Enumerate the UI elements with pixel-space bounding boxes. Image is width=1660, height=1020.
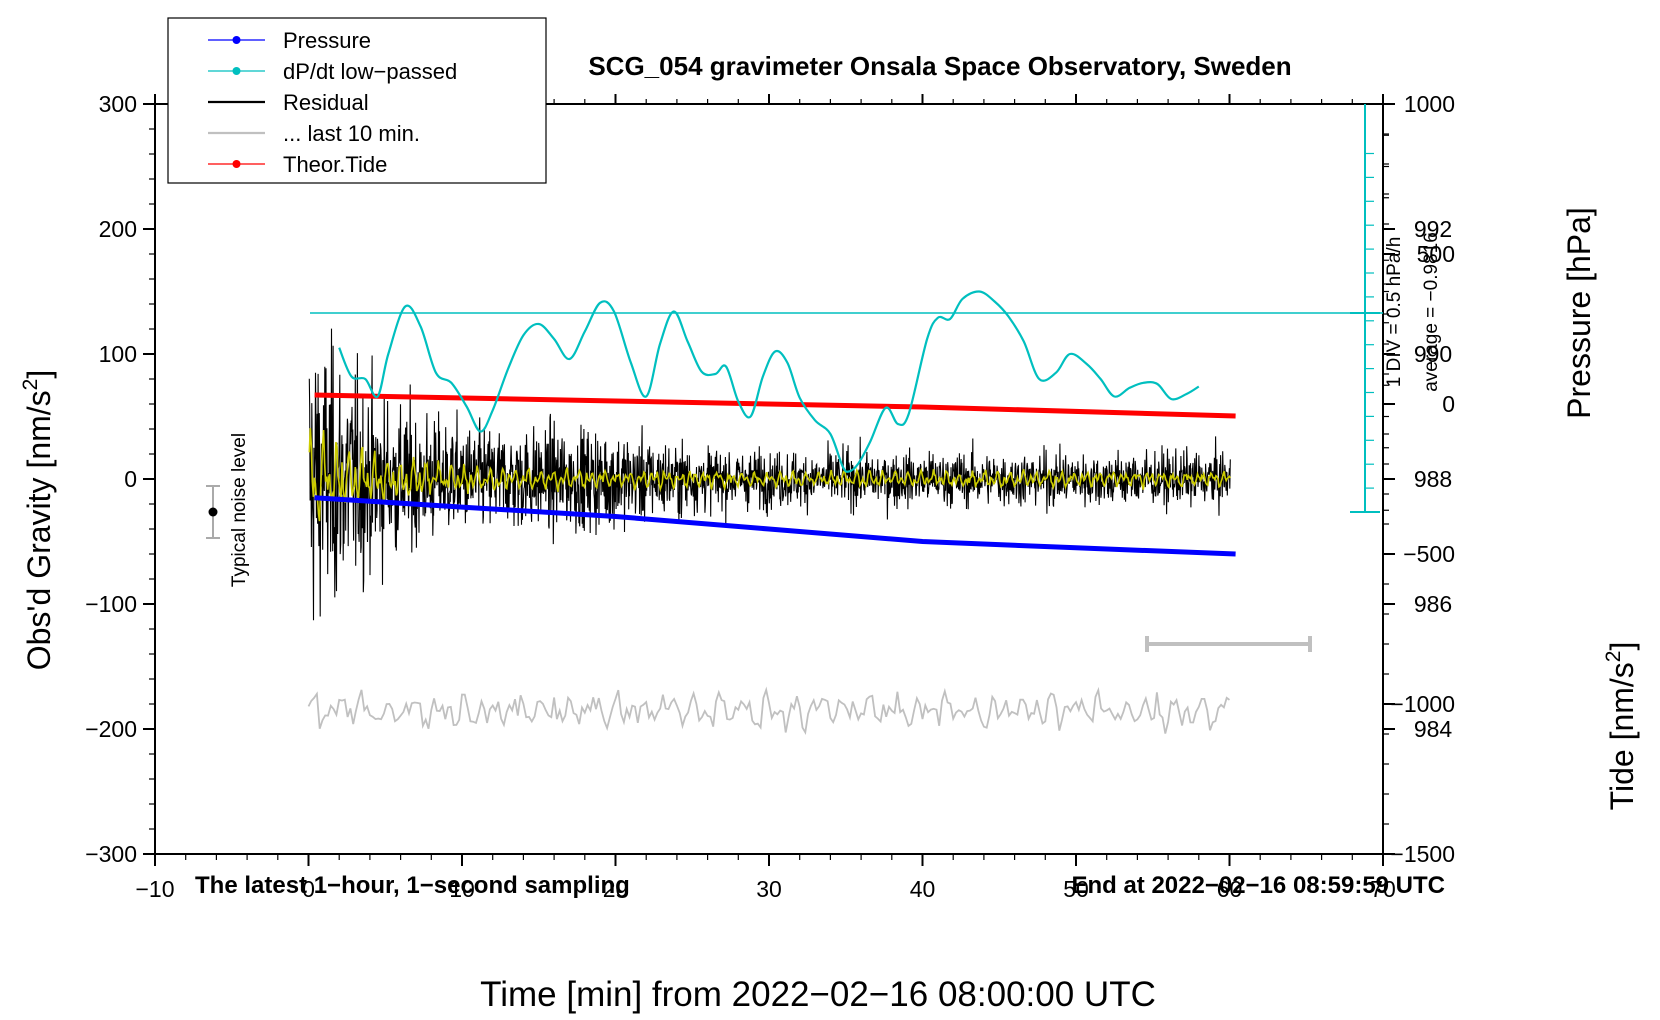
- legend-item: Pressure: [208, 28, 371, 53]
- annotation-latest-hour: The latest 1−hour, 1−second sampling: [195, 872, 630, 899]
- y-axis-label-pressure: Pressure [hPa]: [1561, 207, 1597, 419]
- y-tick-label: 0: [124, 466, 137, 492]
- noise-level-label: Typical noise level: [229, 433, 250, 587]
- x-tick-label: −10: [135, 876, 174, 902]
- legend-item: ... last 10 min.: [208, 121, 420, 146]
- average-label: average = −0.9816: [1421, 232, 1442, 392]
- y-axis-pressure: 984 986 988 990 992: [1383, 103, 1453, 742]
- tide-tick-label: −1500: [1390, 841, 1455, 867]
- y-tick-label: −200: [85, 716, 137, 742]
- x-tick-label: 40: [910, 876, 936, 902]
- pressure-tick-label: 990: [1414, 341, 1452, 367]
- legend-marker-swatch: [232, 67, 241, 75]
- legend-label: Residual: [283, 90, 369, 115]
- data-layer: [307, 290, 1236, 736]
- legend-marker-swatch: [232, 160, 241, 168]
- x-tick-label: 70: [1370, 876, 1396, 902]
- residual-filtered-series: [308, 428, 1231, 522]
- residual-series: [308, 328, 1231, 621]
- pressure-series: [314, 495, 1236, 557]
- pressure-tick-label: 988: [1414, 466, 1452, 492]
- y-tick-label: 300: [99, 91, 137, 117]
- legend-label: Pressure: [283, 28, 371, 53]
- tide-tick-label: 0: [1442, 391, 1455, 417]
- legend-label: Theor.Tide: [283, 152, 387, 177]
- y-axis-tide: −1500 −1000 −500 0 500 1000: [1383, 91, 1455, 867]
- legend-item: Residual: [208, 90, 369, 115]
- noise-level-marker: [206, 485, 220, 539]
- x-tick-label: 10: [449, 876, 475, 902]
- div-scale: [1350, 104, 1380, 513]
- y-axis-gravity: −300 −200 −100 0 100 200 300: [85, 91, 155, 867]
- div-label: 1 DIV = 0.5 hPa/h: [1384, 237, 1405, 388]
- legend-marker-swatch: [232, 36, 241, 44]
- pressure-tick-label: 984: [1414, 716, 1453, 742]
- y-tick-label: 100: [99, 341, 137, 367]
- tide-series: [314, 392, 1236, 419]
- dpdt-series: [338, 290, 1200, 473]
- x-tick-label: 50: [1063, 876, 1089, 902]
- x-tick-label: 30: [756, 876, 782, 902]
- x-tick-label: 60: [1217, 876, 1243, 902]
- y-axis-label-gravity: Obs'd Gravity [nm/s2]: [19, 370, 57, 671]
- pressure-tick-label: 986: [1414, 591, 1452, 617]
- y-tick-label: −300: [85, 841, 137, 867]
- x-tick-label: 20: [603, 876, 629, 902]
- tide-tick-label: −1000: [1390, 691, 1455, 717]
- x-axis-label: Time [min] from 2022−02−16 08:00:00 UTC: [480, 975, 1156, 1014]
- legend-item: dP/dt low−passed: [208, 59, 457, 84]
- y-tick-label: 200: [99, 216, 137, 242]
- legend-item: Theor.Tide: [208, 152, 387, 177]
- x-axis: −10 0 10 20 30 40 50 60 70: [135, 94, 1396, 902]
- tide-tick-label: −500: [1403, 541, 1455, 567]
- pressure-tick-label: 992: [1414, 216, 1452, 242]
- y-tick-label: −100: [85, 591, 137, 617]
- annotation-end-time: End at 2022−02−16 08:59:59 UTC: [1071, 872, 1445, 899]
- chart-title: SCG_054 gravimeter Onsala Space Observat…: [588, 51, 1291, 81]
- x-tick-label: 0: [302, 876, 315, 902]
- tide-tick-label: 500: [1417, 241, 1455, 267]
- tide-tick-label: 1000: [1404, 91, 1455, 117]
- y-axis-label-tide: Tide [nm/s2]: [1602, 642, 1640, 811]
- legend-label: dP/dt low−passed: [283, 59, 457, 84]
- last10-series: [307, 686, 1231, 736]
- ten-minute-bar: [1145, 636, 1312, 652]
- legend-label: ... last 10 min.: [283, 121, 420, 146]
- legend: Pressure dP/dt low−passed Residual ... last…: [167, 17, 547, 184]
